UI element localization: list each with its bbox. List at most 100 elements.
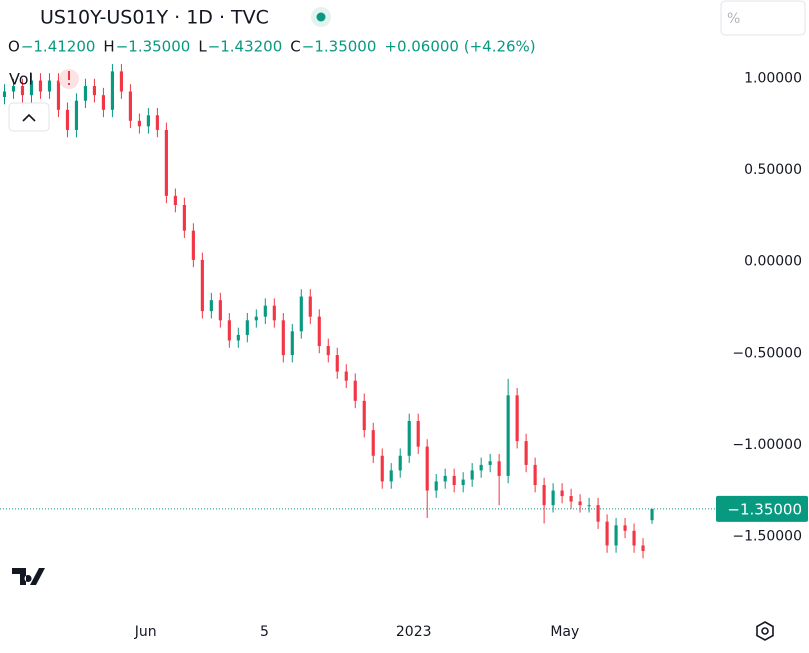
body (605, 521, 609, 546)
body (578, 501, 582, 506)
x-tick-label: Jun (134, 624, 157, 640)
percent-button[interactable] (720, 0, 806, 36)
body (101, 95, 106, 110)
settings-hole (761, 627, 769, 635)
body (461, 479, 465, 486)
y-tick-label: −0.50000 (732, 345, 802, 361)
body (344, 371, 348, 381)
body (317, 316, 321, 346)
body (353, 380, 357, 401)
body (434, 481, 438, 491)
legend-key: L (198, 38, 207, 56)
body (191, 230, 195, 260)
body (326, 345, 330, 356)
body (596, 505, 600, 522)
body (551, 490, 555, 506)
body (479, 464, 483, 471)
last-price-label: −1.35000 (727, 500, 802, 518)
body (587, 505, 591, 507)
body (632, 530, 636, 546)
legend-key: C (290, 38, 300, 56)
body (614, 525, 618, 546)
y-tick-label: −1.00000 (732, 437, 802, 453)
body (569, 496, 573, 502)
body (641, 545, 645, 551)
plot-area (0, 64, 719, 618)
body (218, 300, 222, 321)
x-tick-label: 5 (260, 624, 269, 640)
body (389, 470, 393, 482)
x-tick-label: May (550, 624, 579, 640)
body (443, 475, 447, 482)
settings-icon[interactable] (756, 621, 774, 641)
body (263, 305, 267, 317)
body (92, 86, 97, 96)
body (416, 420, 420, 447)
body (38, 80, 43, 92)
legend-value: −1.35000 (116, 38, 191, 56)
body (470, 470, 474, 480)
body (74, 100, 79, 130)
chevron (22, 113, 36, 122)
body (272, 305, 276, 321)
body (533, 464, 537, 486)
body (200, 259, 204, 312)
warning-mark (68, 83, 70, 85)
body (119, 71, 123, 92)
legend-key: H (103, 38, 114, 56)
volume-label: Vol (9, 70, 33, 89)
body (497, 461, 501, 476)
x-tick-label: 2023 (396, 624, 432, 640)
collapse-button[interactable] (8, 102, 50, 132)
body (290, 331, 294, 356)
body (20, 86, 25, 96)
body (335, 355, 339, 372)
body (236, 334, 240, 341)
body (560, 490, 564, 497)
change: +0.06000 (+4.26%) (384, 38, 535, 56)
body (281, 320, 285, 356)
y-tick-label: −1.50000 (732, 528, 802, 544)
body (56, 80, 61, 110)
body (542, 485, 546, 506)
body (524, 441, 528, 465)
body (2, 91, 7, 98)
legend-value: −1.41200 (21, 38, 96, 56)
body (209, 300, 213, 312)
body (83, 86, 88, 101)
body (254, 316, 258, 321)
warning-mark (68, 71, 70, 80)
body (164, 129, 168, 196)
last-price-box (716, 495, 808, 522)
y-tick-label: 0.50000 (744, 162, 802, 178)
body (515, 395, 519, 442)
legend-key: O (8, 38, 20, 56)
body (362, 400, 366, 431)
chart-title: US10Y-US01Y · 1D · TVC (40, 7, 269, 29)
body (128, 91, 132, 121)
y-tick-label: 1.00000 (744, 71, 802, 87)
body (308, 296, 312, 317)
body (623, 525, 627, 531)
body (11, 86, 16, 92)
body (245, 320, 249, 335)
body (506, 395, 510, 476)
body (398, 455, 402, 471)
body (65, 109, 70, 130)
body (110, 71, 114, 110)
status-dot (316, 12, 326, 22)
legend-value: −1.35000 (302, 38, 377, 56)
body (425, 446, 429, 491)
body (137, 120, 141, 127)
body (371, 430, 375, 456)
ohlc-legend: O −1.41200 H −1.35000 L −1.43200 C −1.35000 (8, 38, 376, 56)
body (173, 195, 177, 205)
body (182, 205, 186, 231)
body (155, 115, 159, 130)
body (29, 80, 34, 96)
body (452, 475, 456, 486)
body (299, 296, 303, 332)
body (47, 80, 52, 92)
